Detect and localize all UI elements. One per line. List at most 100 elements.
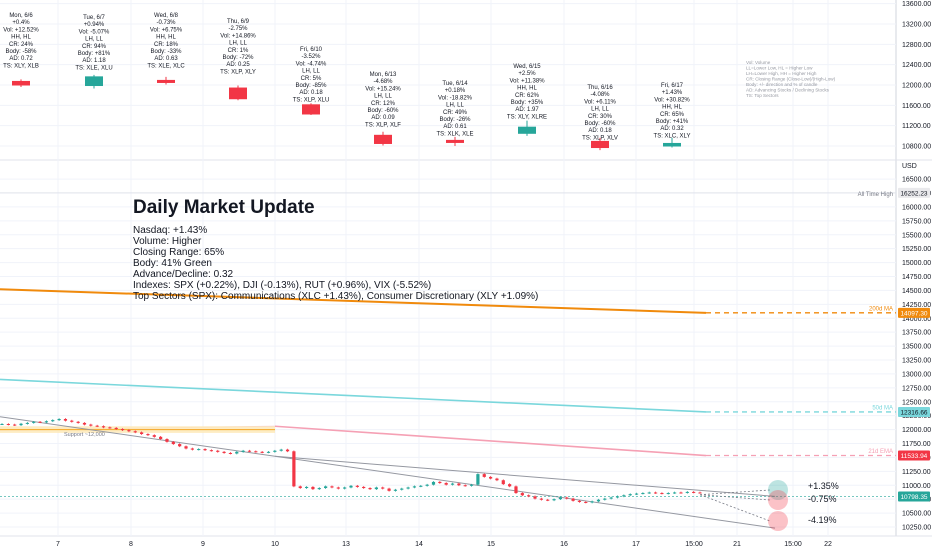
card-line: Wed, 6/8 <box>154 13 179 19</box>
candle-body <box>679 492 683 494</box>
candle-body <box>527 495 531 497</box>
card-line: AD: 0.61 <box>443 124 467 130</box>
all-time-high-label: All Time High <box>858 192 893 198</box>
candle-body <box>216 450 220 452</box>
candle-body <box>647 492 651 494</box>
candle-body <box>266 451 271 453</box>
y-tick-label: 15750.00 <box>902 218 931 225</box>
x-tick-label: 15:00 <box>685 541 703 548</box>
y-tick-label: 10500.00 <box>902 511 931 518</box>
card-line: LH, LL <box>446 103 464 109</box>
card-line: LH, LL <box>374 94 392 100</box>
candle-body <box>603 498 607 500</box>
card-line: +0.4% <box>12 20 30 26</box>
candle-body <box>165 439 169 442</box>
candle-body <box>140 432 144 435</box>
card-line: TS: XLC, XLY <box>654 133 691 139</box>
price-label-box <box>898 491 930 502</box>
candle-body <box>622 495 626 497</box>
candle-body <box>514 486 518 494</box>
candle-body <box>673 492 677 494</box>
card-line: -4.08% <box>590 92 610 98</box>
card-line: Body: -58% <box>5 49 37 55</box>
candle-body <box>546 499 550 501</box>
update-line-top-sectors: Top Sectors (SPX): Communications (XLC +… <box>133 291 539 302</box>
card-line: CR: 12% <box>371 101 396 107</box>
y-tick-label: 12750.00 <box>902 385 931 392</box>
candle-body <box>63 419 68 421</box>
card-line: AD: 0.72 <box>9 56 33 62</box>
candle-body <box>260 451 264 453</box>
x-tick-label: 9 <box>201 541 205 548</box>
candle-body <box>197 449 201 451</box>
candle-body <box>596 499 601 502</box>
price-label-box <box>898 450 930 461</box>
candle-body <box>292 451 296 487</box>
candle-body <box>387 488 391 491</box>
candle-body <box>82 422 87 425</box>
candle-body <box>476 474 480 485</box>
candle-body <box>184 446 188 449</box>
price-axis[interactable]: 13600.00 13200.00 12800.00 12400.00 12000.00… <box>898 1 931 532</box>
y-tick-label: 12000.00 <box>902 83 931 90</box>
y-tick-label: 13750.00 <box>902 330 931 337</box>
projection-label: -0.75% <box>808 494 837 504</box>
legend-line: TS: Top Sectors <box>746 93 779 98</box>
ma50-line <box>0 378 707 413</box>
card-line: AD: 1.18 <box>82 58 106 64</box>
card-line: -2.75% <box>228 26 248 32</box>
card-line: AD: 0.18 <box>299 90 323 96</box>
candle-body <box>171 441 175 445</box>
candle-body <box>247 450 252 452</box>
card-line: Body: -72% <box>222 55 254 61</box>
y-tick-label: 12500.00 <box>902 399 931 406</box>
card-line: Tue, 6/7 <box>83 15 105 21</box>
currency-label: USD <box>902 163 917 170</box>
y-tick-label: 12400.00 <box>902 62 931 69</box>
candle-body <box>425 484 429 486</box>
ma50-line-label: 50d MA <box>872 405 893 411</box>
candle-body <box>533 496 537 499</box>
update-line-advance-decline: Advance/Decline: 0.32 <box>133 269 234 280</box>
ma200-line-label: 200d MA <box>869 306 893 312</box>
card-line: HH, HL <box>11 35 31 41</box>
y-tick-label: 13600.00 <box>902 1 931 8</box>
candle-body <box>393 489 398 491</box>
candle-body <box>419 485 423 487</box>
candle-body <box>469 484 474 486</box>
card-line: LH, LL <box>85 37 103 43</box>
update-line-body: Body: 41% Green <box>133 258 212 269</box>
candle-body <box>609 497 613 499</box>
candle-body <box>698 492 702 494</box>
candle-body <box>666 493 670 495</box>
candle-body <box>311 486 315 490</box>
candle-body <box>101 426 106 428</box>
candle-body <box>209 450 213 452</box>
card-line: -4.68% <box>373 79 393 85</box>
card-line: AD: 0.25 <box>226 62 250 68</box>
candle-body <box>108 427 112 429</box>
candle-body <box>159 436 163 440</box>
y-tick-label: 14000.00 <box>902 316 931 323</box>
candle-body <box>628 494 632 496</box>
y-tick-label: 14250.00 <box>902 302 931 309</box>
candle-body <box>368 488 372 490</box>
candle-body <box>304 486 309 489</box>
card-line: HH, HL <box>156 35 176 41</box>
candle-body <box>571 498 575 501</box>
legend-line: AD: Advancing Stocks / Declining Stocks <box>746 88 830 93</box>
card-line: AD: 0.18 <box>588 128 612 134</box>
candle-body <box>552 499 556 501</box>
card-line: CR: 49% <box>443 110 468 116</box>
candle-body <box>235 451 239 454</box>
time-axis[interactable]: 7 8 9 10 13 14 15 16 17 15:00 21 15:00 22 <box>56 541 832 548</box>
ma200-line <box>0 288 707 314</box>
candle-body <box>13 424 17 426</box>
legend-line: LH=Lower High, HH = Higher High <box>746 71 817 76</box>
candle-body <box>577 500 582 502</box>
